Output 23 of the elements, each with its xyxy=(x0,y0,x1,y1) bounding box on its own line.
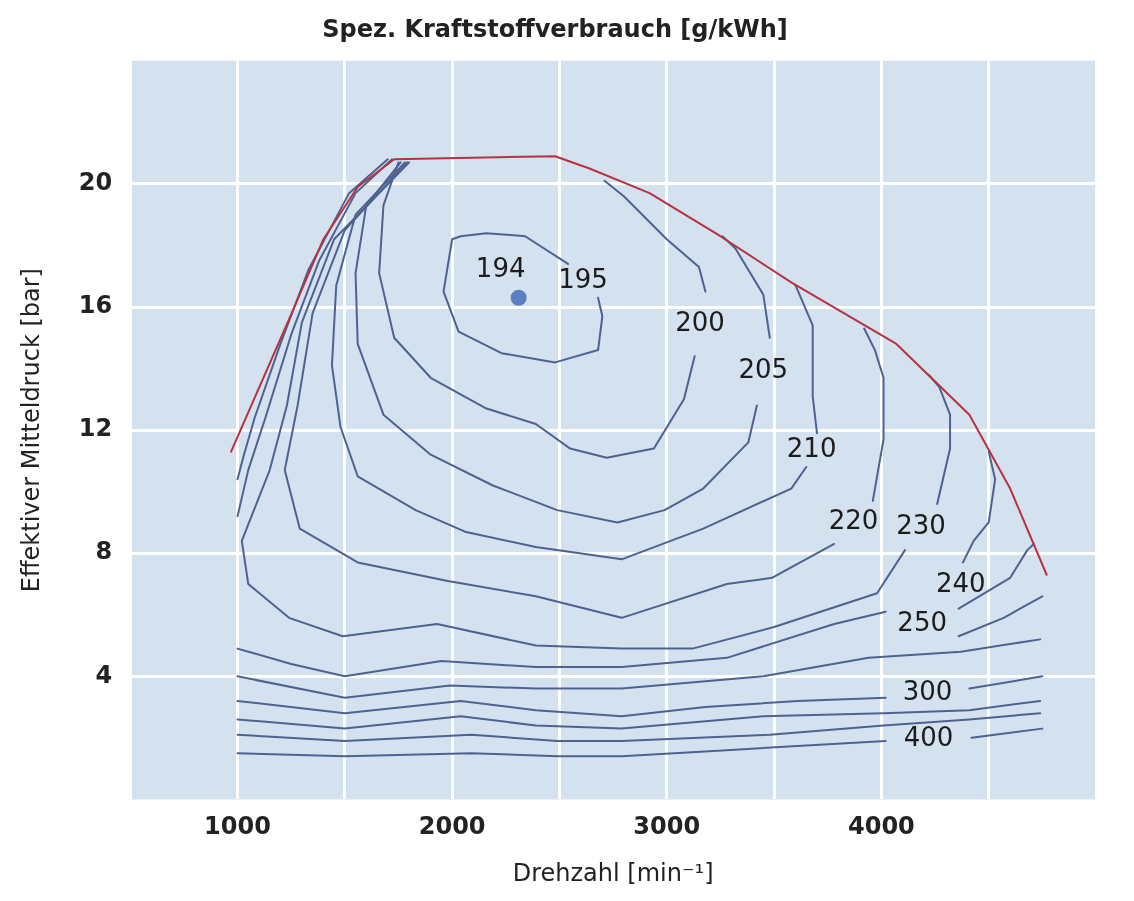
x-tick-label: 4000 xyxy=(847,812,915,841)
series-label: 205 xyxy=(738,354,789,385)
x-axis-title: Drehzahl [min⁻¹] xyxy=(512,858,714,887)
y-tick-label: 4 xyxy=(95,660,113,689)
x-tick-label: 1000 xyxy=(204,812,271,841)
chart-title: Spez. Kraftstoffverbrauch [g/kWh] xyxy=(322,14,788,43)
series-label: 200 xyxy=(675,306,725,337)
y-tick-label: 12 xyxy=(78,414,113,443)
y-tick-label: 20 xyxy=(78,168,113,197)
y-axis-title: Effektiver Mitteldruck [bar] xyxy=(16,268,45,593)
y-tick-label: 8 xyxy=(95,537,113,566)
series-label: 230 xyxy=(896,509,946,540)
series-label: 400 xyxy=(903,722,954,753)
series-label: 240 xyxy=(935,568,986,599)
series-label: 300 xyxy=(902,675,953,706)
series-label: 250 xyxy=(897,606,947,637)
y-tick-label: 16 xyxy=(78,291,113,320)
series-label: 220 xyxy=(828,505,879,536)
series-label: 210 xyxy=(786,432,837,463)
series-label: 194 xyxy=(475,252,526,283)
series-label: 195 xyxy=(558,263,608,294)
x-tick-label: 2000 xyxy=(418,812,486,841)
x-tick-label: 3000 xyxy=(633,812,701,841)
